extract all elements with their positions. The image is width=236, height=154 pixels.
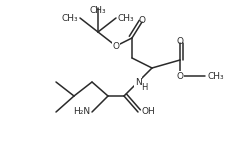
Text: O: O xyxy=(139,16,146,25)
Text: CH₃: CH₃ xyxy=(90,6,106,15)
Text: CH₃: CH₃ xyxy=(61,14,78,22)
Text: O: O xyxy=(113,41,119,51)
Text: H₂N: H₂N xyxy=(73,107,90,116)
Text: O: O xyxy=(177,71,184,81)
Text: CH₃: CH₃ xyxy=(207,71,224,81)
Text: O: O xyxy=(113,41,119,51)
Text: N: N xyxy=(135,77,141,87)
Text: O: O xyxy=(177,37,184,46)
Text: OH: OH xyxy=(141,107,155,116)
Text: CH₃: CH₃ xyxy=(118,14,135,22)
Text: O: O xyxy=(177,71,184,81)
Text: H: H xyxy=(141,83,147,91)
Text: N: N xyxy=(134,77,140,87)
